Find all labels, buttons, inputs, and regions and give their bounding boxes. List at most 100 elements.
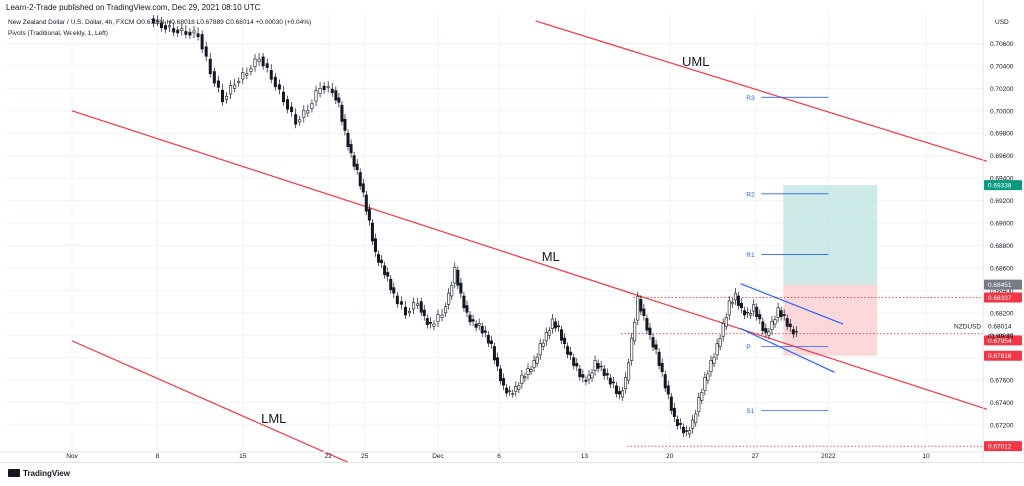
candle-body <box>776 307 780 318</box>
pitchfork-ml-line[interactable] <box>71 110 988 410</box>
candle-body <box>447 292 451 305</box>
candle-body <box>694 413 698 424</box>
stop-zone <box>783 284 878 356</box>
candle-body <box>377 254 381 263</box>
candle-body <box>495 357 499 367</box>
candle-body <box>352 155 356 167</box>
channel-lines[interactable] <box>740 283 844 373</box>
price-axis[interactable]: 0.70600 0.70400 0.70200 0.70000 0.69800 0.696… <box>982 0 1022 462</box>
candle-body <box>229 85 233 95</box>
channel-lower-line[interactable] <box>740 327 835 373</box>
candle-body <box>306 110 310 114</box>
candle-body <box>688 430 692 435</box>
candle-body <box>440 314 444 318</box>
candle-body <box>403 306 407 316</box>
pitchfork[interactable] <box>71 20 988 462</box>
pitchfork-lml-line[interactable] <box>71 340 383 462</box>
symbol-title[interactable]: New Zealand Dollar / U.S. Dollar, 4h, FX… <box>8 19 135 26</box>
candle-body <box>752 304 756 312</box>
candle-body <box>233 84 237 89</box>
published-caption: Learn-2-Trade published on TradingView.c… <box>6 3 261 12</box>
x-tick-label: 6 <box>497 453 501 460</box>
candle-body <box>743 310 747 316</box>
candle-body <box>538 343 542 356</box>
candle-body <box>706 373 710 381</box>
pivot-label-r1: R1 <box>746 252 755 259</box>
candle-body <box>486 334 490 344</box>
candle-body <box>739 302 743 309</box>
candle-body <box>330 88 334 94</box>
brand-label: TradingView <box>23 469 70 478</box>
candle-body <box>697 397 701 412</box>
candle-body <box>310 102 314 109</box>
y-tick-label: 0.70600 <box>990 41 1014 48</box>
candle-body <box>532 360 536 368</box>
candle-body <box>764 328 768 333</box>
y-tick-label: 0.68400 <box>990 288 1014 295</box>
candle-body <box>550 318 554 329</box>
tradingview-logo[interactable]: TradingView <box>8 469 70 478</box>
candle-body <box>164 25 168 30</box>
x-tick-label: 27 <box>752 453 760 460</box>
candle-body <box>337 97 341 103</box>
candle-body <box>636 296 640 321</box>
indicator-legend[interactable]: Pivots (Traditional, Weekly, 1, Left) <box>8 30 108 37</box>
candle-body <box>159 22 163 29</box>
pitchfork-label-ml: ML <box>542 249 560 264</box>
candle-body <box>617 391 621 395</box>
candle-body <box>216 80 220 88</box>
candle-body <box>346 132 350 147</box>
candle-body <box>367 208 371 221</box>
channel-upper-line[interactable] <box>740 283 844 325</box>
y-tick-label: 0.67400 <box>990 400 1014 407</box>
y-tick-label: 0.69800 <box>990 131 1014 138</box>
candle-body <box>746 311 750 314</box>
price-label-text: 0.67954 <box>988 338 1012 345</box>
candle-body <box>212 71 216 84</box>
candle-body <box>237 80 241 84</box>
candle-body <box>389 278 393 291</box>
candle-body <box>340 104 344 122</box>
candle-body <box>436 314 440 323</box>
y-tick-label: 0.70400 <box>990 63 1014 70</box>
price-label-text: 0.67818 <box>988 353 1012 360</box>
candle-body <box>204 46 208 57</box>
candle-body <box>611 381 615 384</box>
candle-body <box>602 368 606 376</box>
candle-body <box>302 109 306 118</box>
currency-label: USD <box>995 19 1009 26</box>
candle-body <box>553 321 557 329</box>
candle-body <box>168 25 172 28</box>
footer-bar: TradingView <box>0 462 1024 486</box>
candle-body <box>480 325 484 334</box>
candle-body <box>700 392 704 401</box>
candle-body <box>322 85 326 91</box>
time-axis[interactable]: Nov 8 15 22 25 Dec 6 13 20 27 2022 10 <box>0 451 983 460</box>
candle-body <box>593 360 597 371</box>
candle-body <box>355 163 359 171</box>
candle-body <box>654 344 658 350</box>
tv-logo-icon <box>8 469 20 477</box>
candle-body <box>770 320 774 330</box>
pitchfork-uml-line[interactable] <box>535 20 988 162</box>
x-tick-label: 8 <box>156 453 160 460</box>
pitchfork-label-lml: LML <box>261 411 286 426</box>
candle-body <box>176 29 180 34</box>
pivot-label-r2: R2 <box>746 191 755 198</box>
candle-body <box>416 303 420 306</box>
candle-body <box>422 309 426 316</box>
candle-body <box>624 377 628 389</box>
candle-body <box>444 306 448 314</box>
candle-body <box>225 95 229 100</box>
candle-body <box>663 374 667 389</box>
candle-body <box>151 18 155 24</box>
x-tick-label: 25 <box>361 453 369 460</box>
candle-body <box>605 373 609 376</box>
candle-body <box>682 427 686 434</box>
candle-body <box>257 58 261 63</box>
candle-body <box>749 313 753 316</box>
candle-body <box>265 63 269 68</box>
candle-body <box>453 267 457 284</box>
candle-body <box>468 314 472 323</box>
